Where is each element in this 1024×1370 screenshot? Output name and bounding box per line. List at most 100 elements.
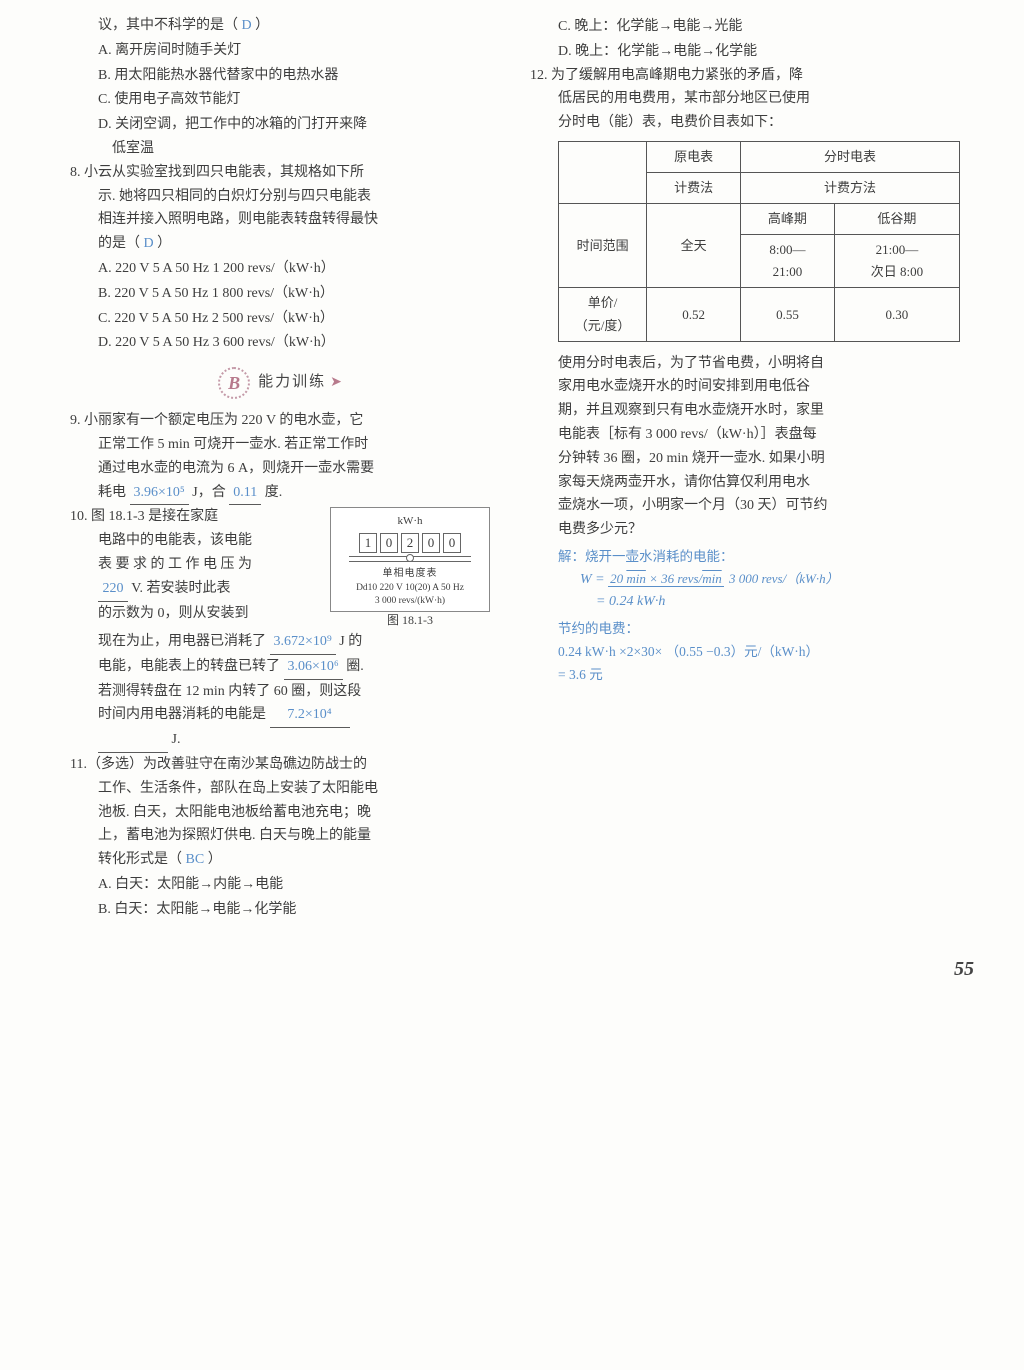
right-column: C. 晚上：化学能→电能→光能 D. 晚上：化学能→电能→化学能 12. 为了缓…: [530, 14, 960, 922]
text: 的是（: [98, 236, 140, 251]
q9-line1: 9. 小丽家有一个额定电压为 220 V 的电水壶，它: [70, 409, 490, 433]
frac-bot: 3 000 revs/（kW·h）: [727, 571, 841, 586]
sol-line4: = 3.6 元: [530, 664, 960, 687]
q11-line4: 上，蓄电池为探照灯供电. 白天与晚上的能量: [70, 824, 490, 848]
q10-line10: J.: [70, 728, 490, 753]
arrow-icon: ➤: [330, 371, 342, 395]
price-table: 原电表 分时电表 计费法 计费方法 时间范围 全天 高峰期 低谷期 8:00— …: [558, 141, 960, 342]
left-column: 议，其中不科学的是（ D ） A. 离开房间时随手关灯 B. 用太阳能热水器代替…: [70, 14, 490, 922]
text: 现在为止，用电器已消耗了: [98, 634, 266, 649]
row-time: 时间范围: [559, 204, 647, 288]
q12-body8: 电费多少元？: [530, 518, 960, 542]
digit: 1: [359, 533, 377, 553]
price-table-wrap: 原电表 分时电表 计费法 计费方法 时间范围 全天 高峰期 低谷期 8:00— …: [530, 141, 960, 342]
text: ）: [208, 852, 222, 867]
q10-line9: 时间内用电器消耗的电能是 7.2×10⁴: [70, 703, 490, 728]
digit: 2: [401, 533, 419, 553]
text: 21:00: [773, 264, 803, 279]
q9-line2: 正常工作 5 min 可烧开一壶水. 若正常工作时: [70, 433, 490, 457]
q10-blank5: [98, 728, 168, 753]
q10-blank3: 3.06×10⁶: [284, 655, 343, 680]
table-row: 原电表 分时电表: [559, 141, 960, 172]
q8-choice-b: B. 220 V 5 A 50 Hz 1 800 revs/（kW·h）: [70, 282, 490, 306]
th-valley: 低谷期: [834, 204, 959, 235]
text: V. 若安装时此表: [131, 581, 230, 596]
q7-choice-d: D. 关闭空调，把工作中的冰箱的门打开来降: [70, 113, 490, 137]
q8-choice-c: C. 220 V 5 A 50 Hz 2 500 revs/（kW·h）: [70, 307, 490, 331]
figure-caption: 图 18.1-3: [330, 610, 490, 630]
sol-result1: = 0.24 kW·h: [530, 591, 960, 613]
q9-line3: 通过电水壶的电流为 6 A，则烧开一壶水需要: [70, 457, 490, 481]
text: 次日 8:00: [871, 264, 923, 279]
table-row: 单价/ （元/度） 0.52 0.55 0.30: [559, 288, 960, 341]
q12-body5: 分钟转 36 圈，20 min 烧开一壶水. 如果小明: [530, 447, 960, 471]
text: 议，其中不科学的是（: [98, 18, 238, 33]
solution-block: 解：烧开一壶水消耗的电能： W = 20 min × 36 revs/min 3…: [530, 546, 960, 687]
p-valley: 0.30: [834, 288, 959, 341]
q12-line1: 12. 为了缓解用电高峰期电力紧张的矛盾，降: [530, 64, 960, 88]
q8-line3: 相连并接入照明电路，则电能表转盘转得最快: [70, 208, 490, 232]
q12-line3: 分时电（能）表，电费价目表如下：: [530, 111, 960, 135]
sol-line3: 0.24 kW·h ×2×30× （0.55 −0.3）元/（kW·h）: [530, 641, 960, 664]
q11-line3: 池板. 白天，太阳能电池板给蓄电池充电；晚: [70, 801, 490, 825]
q10-line6: 现在为止，用电器已消耗了 3.672×10⁹ J 的: [70, 630, 490, 655]
text: 时间内用电器消耗的电能是: [98, 707, 266, 722]
sol-head: 解：烧开一壶水消耗的电能：: [530, 546, 960, 569]
digit: 0: [443, 533, 461, 553]
q12-line2: 低居民的用电费用，某市部分地区已使用: [530, 87, 960, 111]
q10: kW·h 1 0 2 0 0 单相电度表 Dd10 220 V 10(20) A…: [70, 505, 490, 753]
text: J 的: [339, 634, 362, 649]
text: ）: [157, 236, 171, 251]
text: 耗电: [98, 485, 126, 500]
meter-disc: [349, 556, 471, 562]
text: 度.: [265, 485, 283, 500]
table-row: 时间范围 全天 高峰期 低谷期: [559, 204, 960, 235]
digit: 0: [422, 533, 440, 553]
page-number: 55: [70, 952, 984, 986]
text: （元/度）: [575, 318, 631, 333]
th-method1: 计费法: [647, 173, 741, 204]
page: 议，其中不科学的是（ D ） A. 离开房间时随手关灯 B. 用太阳能热水器代替…: [70, 14, 984, 922]
q10-blank1: 220: [98, 577, 128, 602]
meter-unit: kW·h: [335, 512, 485, 533]
th-method2: 计费方法: [741, 173, 960, 204]
text: 21:00—: [876, 242, 919, 257]
q11-choice-c: C. 晚上：化学能→电能→光能: [530, 15, 960, 39]
q12-body6: 家每天烧两壶开水，请你估算仅利用电水: [530, 471, 960, 495]
q11-line2: 工作、生活条件，部队在岛上安装了太阳能电: [70, 777, 490, 801]
q10-blank2: 3.672×10⁹: [270, 630, 336, 655]
q8-line2: 示. 她将四只相同的白炽灯分别与四只电能表: [70, 185, 490, 209]
q11-line1: 11.（多选）为改善驻守在南沙某岛礁边防战士的: [70, 753, 490, 777]
q10-line8: 若测得转盘在 12 min 内转了 60 圈，则这段: [70, 680, 490, 704]
meter-spec1: Dd10 220 V 10(20) A 50 Hz: [335, 582, 485, 595]
q11-choice-a: A. 白天：太阳能→内能→电能: [70, 873, 490, 897]
th-orig: 原电表: [647, 141, 741, 172]
fraction: 20 min × 36 revs/min 3 000 revs/（kW·h）: [608, 569, 840, 590]
th-peak: 高峰期: [741, 204, 835, 235]
q8-line4: 的是（ D ）: [70, 232, 490, 256]
q11-choice-b: B. 白天：太阳能→电能→化学能: [70, 898, 490, 922]
q7-answer: D: [242, 18, 252, 33]
q12-body1: 使用分时电表后，为了节省电费，小明将自: [530, 352, 960, 376]
sol-line2: 节约的电费：: [530, 618, 960, 641]
text: J，合: [192, 485, 225, 500]
peak-time: 8:00— 21:00: [741, 235, 835, 288]
q7-choice-d-cont: 低室温: [70, 137, 490, 161]
q10-blank4: 7.2×10⁴: [270, 703, 350, 728]
valley-time: 21:00— 次日 8:00: [834, 235, 959, 288]
energy-meter-figure: kW·h 1 0 2 0 0 单相电度表 Dd10 220 V 10(20) A…: [330, 507, 490, 611]
q7-choice-c: C. 使用电子高效节能灯: [70, 88, 490, 112]
q7-choice-b: B. 用太阳能热水器代替家中的电热水器: [70, 64, 490, 88]
all-day: 全天: [647, 204, 741, 288]
q7-stem-tail: 议，其中不科学的是（ D ）: [70, 14, 490, 38]
q8-answer: D: [144, 236, 154, 251]
badge-letter: B: [218, 367, 250, 399]
text: 电能，电能表上的转盘已转了: [98, 659, 280, 674]
badge-title: 能力训练: [258, 370, 326, 396]
text: ）: [255, 18, 269, 33]
q9-blank1: 3.96×10⁵: [130, 481, 189, 506]
text: 转化形式是（: [98, 852, 182, 867]
q12-body2: 家用电水壶烧开水的时间安排到用电低谷: [530, 375, 960, 399]
q9-blank2: 0.11: [229, 481, 261, 506]
th-time: 分时电表: [741, 141, 960, 172]
